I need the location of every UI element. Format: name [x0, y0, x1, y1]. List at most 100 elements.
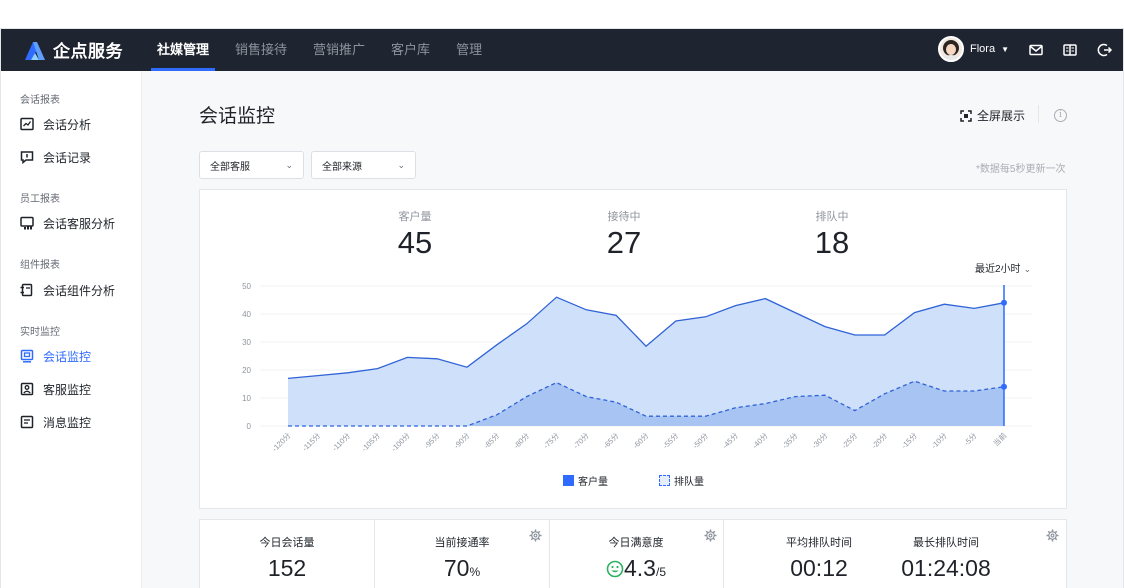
- nav-item[interactable]: 社媒管理: [151, 29, 216, 71]
- chevron-down-icon: ⌄: [1023, 264, 1032, 274]
- top-bar: 企点服务 社媒管理 销售接待 营销推广 客户库 管理 Flora ▼: [1, 29, 1123, 71]
- x-tick-label: -20分: [870, 431, 890, 451]
- fullscreen-icon: [960, 109, 972, 122]
- fullscreen-button[interactable]: 全屏展示: [960, 107, 1025, 124]
- settings-gear-icon[interactable]: [529, 529, 542, 542]
- legend-item-customers[interactable]: 客户量: [563, 473, 608, 488]
- data-point: [1001, 383, 1007, 390]
- info-icon[interactable]: i: [1054, 109, 1067, 122]
- kpi-queued: 排队中 18: [772, 208, 892, 261]
- x-tick-label: -80分: [512, 431, 532, 451]
- avatar[interactable]: [938, 36, 964, 62]
- sidebar-item-label: 消息监控: [43, 415, 92, 430]
- legend-swatch: [659, 475, 670, 486]
- sidebar-item-message-monitor[interactable]: 消息监控: [20, 412, 91, 432]
- x-tick-label: 当前: [991, 430, 1009, 448]
- source-filter-value: 全部来源: [322, 161, 362, 173]
- nav-item[interactable]: 管理: [456, 42, 483, 57]
- x-tick-label: -100分: [389, 431, 412, 454]
- y-tick-label: 0: [247, 422, 252, 431]
- stat-value: 152: [227, 555, 347, 582]
- x-tick-label: -65分: [601, 431, 621, 451]
- stat-connect-rate: 当前接通率 70%: [402, 534, 522, 582]
- sidebar-section-title: 组件报表: [20, 260, 60, 271]
- x-tick-label: -55分: [661, 431, 681, 451]
- x-tick-label: -105分: [360, 431, 383, 454]
- x-tick-label: -10分: [929, 431, 949, 451]
- x-tick-label: -90分: [452, 431, 472, 451]
- agent-chart-icon: [20, 216, 34, 230]
- time-range-select[interactable]: 最近2小时 ⌄: [975, 260, 1031, 275]
- customers-area: [288, 297, 1004, 426]
- x-tick-label: -60分: [631, 431, 651, 451]
- book-icon[interactable]: [1062, 42, 1078, 58]
- kpi-customers: 客户量 45: [355, 208, 475, 261]
- stat-label: 当前接通率: [434, 537, 490, 549]
- stat-value: 70%: [402, 555, 522, 582]
- kpi-label: 排队中: [815, 211, 849, 223]
- y-tick-label: 10: [242, 394, 251, 403]
- stat-label: 今日会话量: [259, 537, 315, 549]
- x-tick-label: -70分: [571, 431, 591, 451]
- stat-label: 今日满意度: [608, 537, 664, 549]
- caret-down-icon: ▼: [1001, 44, 1009, 54]
- sidebar-item-agent-monitor[interactable]: 客服监控: [20, 379, 91, 399]
- sidebar-item-label: 会话分析: [43, 117, 92, 132]
- divider: [723, 520, 724, 588]
- monitor-icon: [20, 349, 34, 363]
- kpi-label: 接待中: [607, 211, 641, 223]
- stat-unit: %: [469, 565, 481, 579]
- widget-icon: [20, 283, 33, 297]
- stat-unit: /5: [655, 565, 666, 579]
- kpi-label: 客户量: [398, 211, 432, 223]
- kpi-serving: 接待中 27: [564, 208, 684, 261]
- logout-icon[interactable]: [1097, 42, 1113, 58]
- sidebar-item-label: 客服监控: [43, 382, 92, 397]
- y-tick-label: 30: [242, 338, 251, 347]
- agent-filter-select[interactable]: 全部客服 ⌄: [199, 151, 304, 179]
- x-tick-label: -25分: [840, 431, 860, 451]
- x-tick-label: -35分: [780, 431, 800, 451]
- stat-today-sessions: 今日会话量 152: [227, 534, 347, 582]
- sidebar-section-title: 会话报表: [20, 95, 60, 106]
- stat-value: 00:12: [759, 555, 879, 582]
- brand-logo[interactable]: 企点服务: [23, 37, 123, 62]
- sidebar-section-title: 实时监控: [20, 327, 60, 338]
- agent-monitor-icon: [20, 382, 34, 396]
- brand-name: 企点服务: [53, 42, 123, 61]
- agent-filter-value: 全部客服: [210, 161, 250, 173]
- sidebar-item-agent-analysis[interactable]: 会话客服分析: [20, 213, 115, 233]
- sidebar-item-session-analysis[interactable]: 会话分析: [20, 114, 91, 134]
- legend-label: 排队量: [674, 477, 704, 488]
- user-menu[interactable]: Flora ▼: [938, 36, 1009, 62]
- sidebar-item-session-monitor[interactable]: 会话监控: [20, 346, 91, 366]
- x-tick-label: -15分: [900, 431, 920, 451]
- brand-logo-icon: [25, 41, 45, 60]
- legend-swatch: [563, 475, 574, 486]
- session-chart: 0 10 20 30 40 50 -120分 -115分 -110分 -105分 -100分 -95分…: [242, 282, 1032, 454]
- nav-item[interactable]: 营销推广: [313, 42, 366, 57]
- y-tick-label: 40: [242, 310, 251, 319]
- nav-item[interactable]: 客户库: [391, 42, 431, 57]
- nav-item[interactable]: 销售接待: [235, 42, 288, 57]
- x-tick-label: -50分: [691, 431, 711, 451]
- legend-item-queue[interactable]: 排队量: [659, 473, 704, 488]
- settings-gear-icon[interactable]: [704, 529, 717, 542]
- sidebar-item-widget-analysis[interactable]: 会话组件分析: [20, 280, 115, 300]
- app-window: 企点服务 社媒管理 销售接待 营销推广 客户库 管理 Flora ▼: [0, 28, 1124, 588]
- message-monitor-icon: [20, 415, 34, 429]
- kpi-value: 45: [397, 225, 433, 260]
- source-filter-select[interactable]: 全部来源 ⌄: [311, 151, 416, 179]
- sidebar-section-title: 员工报表: [20, 194, 60, 205]
- stat-number: 4.3: [624, 555, 656, 581]
- x-tick-label: -85分: [482, 431, 502, 451]
- sidebar-item-session-records[interactable]: 会话记录: [20, 147, 91, 167]
- mail-icon[interactable]: [1028, 42, 1044, 58]
- page-title: 会话监控: [199, 106, 276, 127]
- sidebar-item-label: 会话组件分析: [43, 283, 116, 298]
- x-tick-label: -45分: [721, 431, 741, 451]
- stat-max-queue: 最长排队时间 01:24:08: [886, 534, 1006, 582]
- settings-gear-icon[interactable]: [1046, 529, 1059, 542]
- kpi-value: 27: [606, 225, 642, 260]
- divider: [1038, 105, 1039, 123]
